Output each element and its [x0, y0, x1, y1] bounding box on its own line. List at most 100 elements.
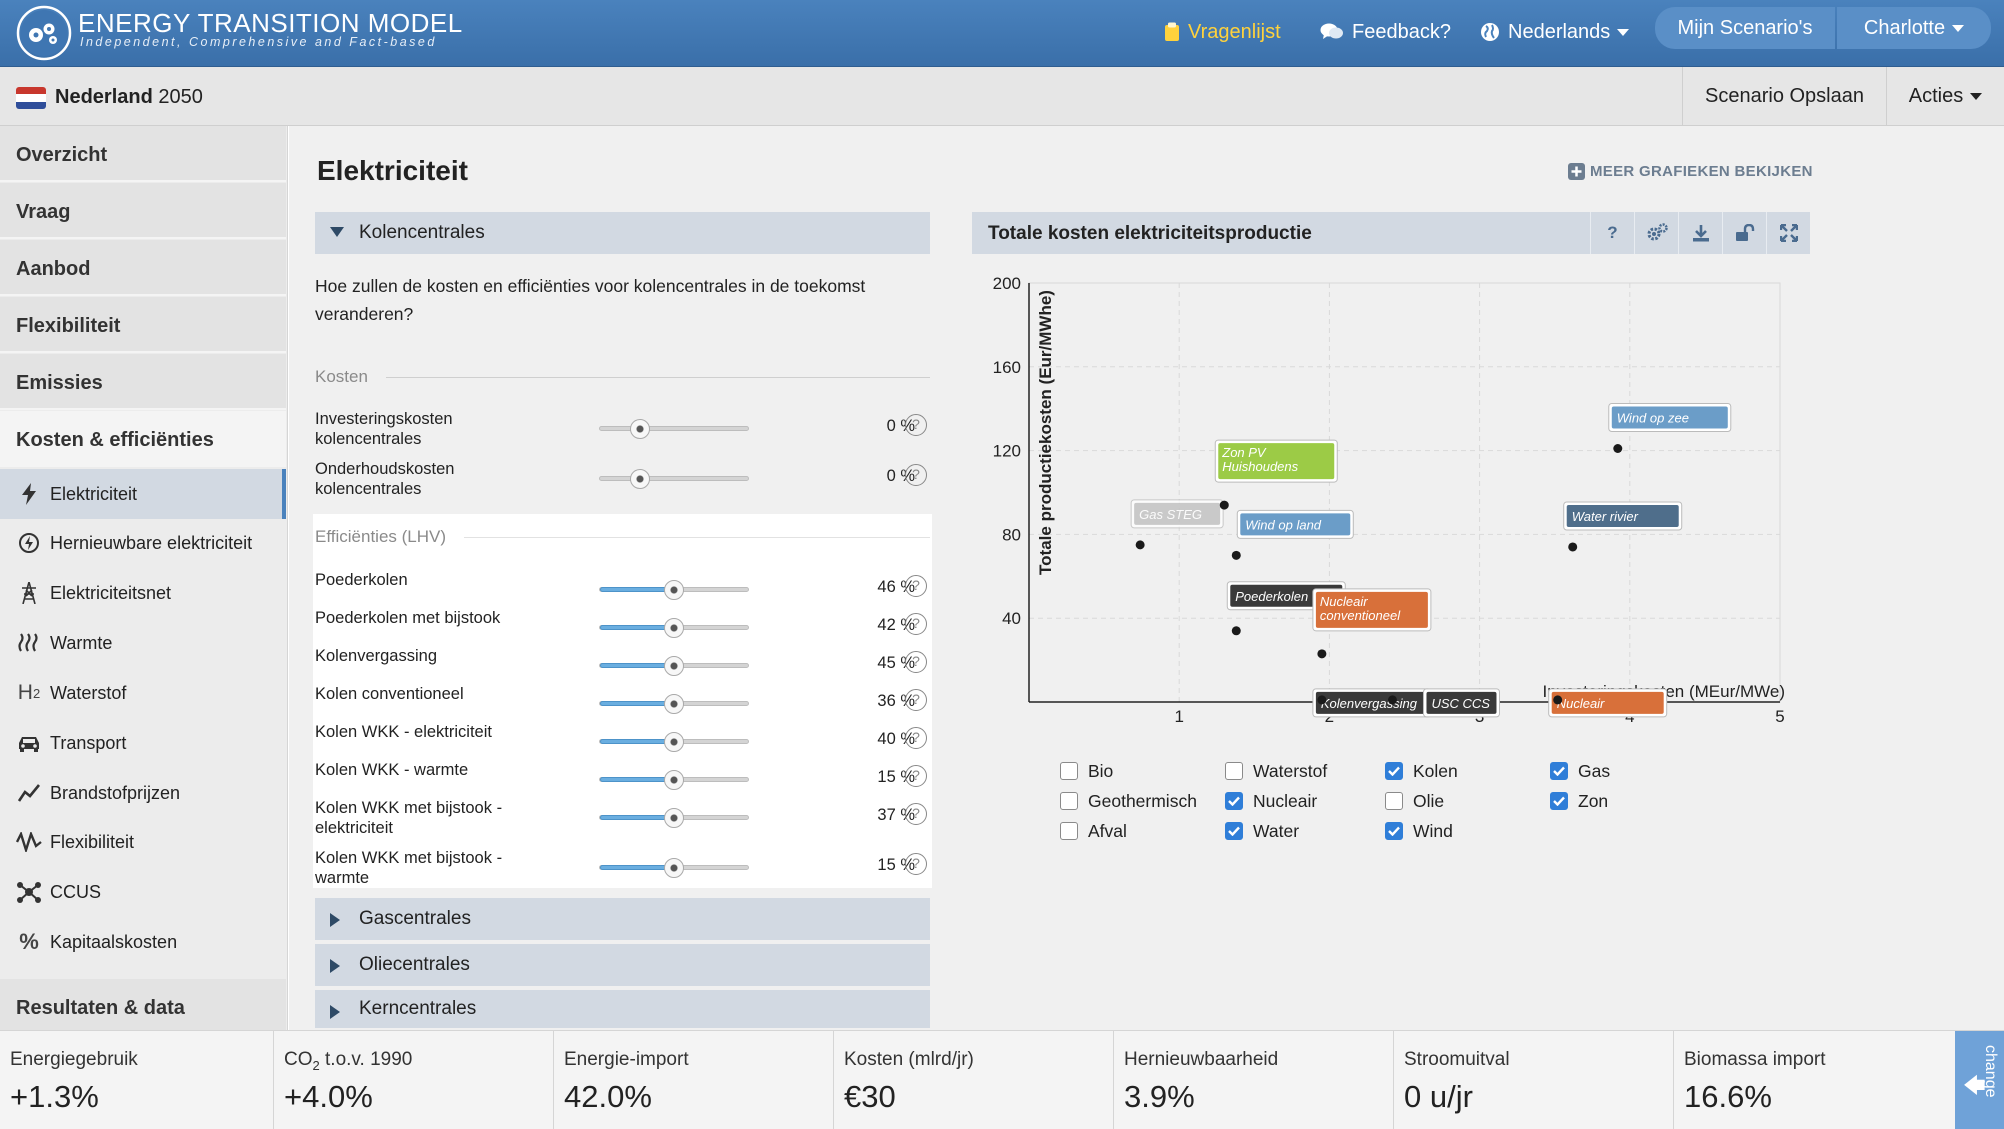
point-label-kolenvergassing[interactable]: Kolenvergassing	[1312, 688, 1432, 718]
slider-track[interactable]	[599, 580, 749, 600]
checkbox-unchecked-icon[interactable]	[1060, 792, 1078, 810]
section-kerncentrales-header[interactable]: Kerncentrales	[315, 990, 930, 1028]
help-icon[interactable]: ?	[905, 414, 927, 436]
sidebar-item-aanbod[interactable]: Aanbod	[0, 240, 286, 296]
point-label-wind-op-zee[interactable]: Wind op zee	[1608, 403, 1732, 433]
checkbox-checked-icon[interactable]	[1225, 792, 1243, 810]
checkbox-checked-icon[interactable]	[1225, 822, 1243, 840]
legend-item-kolen[interactable]: Kolen	[1385, 760, 1458, 782]
help-icon[interactable]: ?	[905, 651, 927, 673]
kpi-energiegebruik[interactable]: Energiegebruik +1.3%	[0, 1031, 274, 1129]
slider-track[interactable]	[599, 469, 749, 489]
sidebar-subitem-flexibiliteit[interactable]: Flexibiliteit	[0, 817, 286, 867]
sidebar-item-flexibiliteit[interactable]: Flexibiliteit	[0, 297, 286, 353]
slider-track[interactable]	[599, 808, 749, 828]
slider-track[interactable]	[599, 858, 749, 878]
help-icon[interactable]: ?	[905, 613, 927, 635]
more-charts-link[interactable]: MEER GRAFIEKEN BEKIJKEN	[1568, 163, 1813, 180]
slider-handle[interactable]	[664, 656, 684, 676]
slider-handle[interactable]	[664, 580, 684, 600]
section-gascentrales-header[interactable]: Gascentrales	[315, 898, 930, 940]
kpi-hernieuwbaarheid[interactable]: Hernieuwbaarheid 3.9%	[1114, 1031, 1394, 1129]
checkbox-unchecked-icon[interactable]	[1060, 822, 1078, 840]
kpi-kosten[interactable]: Kosten (mlrd/jr) €30	[834, 1031, 1114, 1129]
help-icon[interactable]: ?	[905, 464, 927, 486]
chart-fullscreen-button[interactable]	[1766, 212, 1810, 254]
feedback-link[interactable]: Feedback?	[1320, 14, 1451, 50]
checkbox-unchecked-icon[interactable]	[1385, 792, 1403, 810]
save-scenario-button[interactable]: Scenario Opslaan	[1682, 67, 1886, 126]
language-dropdown[interactable]: Nederlands	[1480, 14, 1630, 50]
legend-item-afval[interactable]: Afval	[1060, 820, 1127, 842]
slider-handle[interactable]	[664, 808, 684, 828]
help-icon[interactable]: ?	[905, 689, 927, 711]
help-icon[interactable]: ?	[905, 765, 927, 787]
point-label-usc-ccs[interactable]: USC CCS	[1422, 688, 1500, 718]
sidebar-item-resultaten-data[interactable]: Resultaten & data	[0, 979, 286, 1030]
slider-handle[interactable]	[664, 732, 684, 752]
slider-track[interactable]	[599, 656, 749, 676]
point-label-gas-steg[interactable]: Gas STEG	[1130, 499, 1224, 529]
help-icon[interactable]: ?	[905, 727, 927, 749]
legend-item-zon[interactable]: Zon	[1550, 790, 1608, 812]
legend-item-water[interactable]: Water	[1225, 820, 1299, 842]
sidebar-subitem-elektriciteit[interactable]: Elektriciteit	[0, 469, 286, 519]
point-label-nucleair[interactable]: Nucleair	[1548, 688, 1668, 718]
actions-dropdown[interactable]: Acties	[1886, 67, 2004, 126]
sidebar-item-kosten-efficienties[interactable]: Kosten & efficiënties	[0, 411, 286, 467]
chart-download-button[interactable]	[1678, 212, 1722, 254]
sidebar-item-emissies[interactable]: Emissies	[0, 354, 286, 410]
sidebar-subitem-ccus[interactable]: CCUS	[0, 867, 286, 917]
checkbox-unchecked-icon[interactable]	[1060, 762, 1078, 780]
checkbox-checked-icon[interactable]	[1385, 822, 1403, 840]
slider-handle[interactable]	[664, 770, 684, 790]
chart-lock-button[interactable]	[1722, 212, 1766, 254]
change-kpis-button[interactable]: 🡄 change	[1955, 1031, 2004, 1129]
section-kolencentrales-header[interactable]: Kolencentrales	[315, 212, 930, 254]
vragenlijst-link[interactable]: Vragenlijst	[1164, 14, 1281, 50]
sidebar-item-overzicht[interactable]: Overzicht	[0, 126, 286, 182]
checkbox-checked-icon[interactable]	[1550, 792, 1568, 810]
legend-item-gas[interactable]: Gas	[1550, 760, 1610, 782]
sidebar-subitem-kapitaalskosten[interactable]: % Kapitaalskosten	[0, 917, 286, 967]
slider-track[interactable]	[599, 618, 749, 638]
section-oliecentrales-header[interactable]: Oliecentrales	[315, 944, 930, 986]
legend-item-nucleair[interactable]: Nucleair	[1225, 790, 1317, 812]
slider-track[interactable]	[599, 419, 749, 439]
sidebar-subitem-hernieuwbare-elektriciteit[interactable]: Hernieuwbare elektriciteit	[0, 518, 286, 568]
slider-handle[interactable]	[629, 419, 650, 439]
kpi-energie-import[interactable]: Energie-import 42.0%	[554, 1031, 834, 1129]
kpi-co2[interactable]: CO2 t.o.v. 1990 +4.0%	[274, 1031, 554, 1129]
legend-item-wind[interactable]: Wind	[1385, 820, 1453, 842]
etm-logo-icon[interactable]	[16, 5, 72, 61]
slider-track[interactable]	[599, 694, 749, 714]
chart-settings-button[interactable]	[1634, 212, 1678, 254]
slider-track[interactable]	[599, 732, 749, 752]
point-label-water-rivier[interactable]: Water rivier	[1563, 501, 1683, 531]
slider-track[interactable]	[599, 770, 749, 790]
sidebar-subitem-brandstofprijzen[interactable]: Brandstofprijzen	[0, 768, 286, 818]
slider-handle[interactable]	[664, 858, 684, 878]
slider-handle[interactable]	[664, 618, 684, 638]
slider-handle[interactable]	[664, 694, 684, 714]
slider-handle[interactable]	[629, 469, 650, 489]
chart-help-button[interactable]: ?	[1590, 212, 1634, 254]
sidebar-item-vraag[interactable]: Vraag	[0, 183, 286, 239]
my-scenarios-button[interactable]: Mijn Scenario's	[1655, 7, 1835, 49]
sidebar-subitem-transport[interactable]: Transport	[0, 718, 286, 768]
kpi-stroomuitval[interactable]: Stroomuitval 0 u/jr	[1394, 1031, 1674, 1129]
sidebar-subitem-warmte[interactable]: Warmte	[0, 618, 286, 668]
user-menu-button[interactable]: Charlotte	[1837, 7, 1991, 49]
kpi-biomassa-import[interactable]: Biomassa import 16.6%	[1674, 1031, 1955, 1129]
sidebar-subitem-elektriciteitsnet[interactable]: Elektriciteitsnet	[0, 568, 286, 618]
legend-item-bio[interactable]: Bio	[1060, 760, 1113, 782]
checkbox-checked-icon[interactable]	[1385, 762, 1403, 780]
help-icon[interactable]: ?	[905, 853, 927, 875]
point-label-wind-op-land[interactable]: Wind op land	[1236, 509, 1354, 539]
help-icon[interactable]: ?	[905, 803, 927, 825]
help-icon[interactable]: ?	[905, 575, 927, 597]
legend-item-olie[interactable]: Olie	[1385, 790, 1444, 812]
